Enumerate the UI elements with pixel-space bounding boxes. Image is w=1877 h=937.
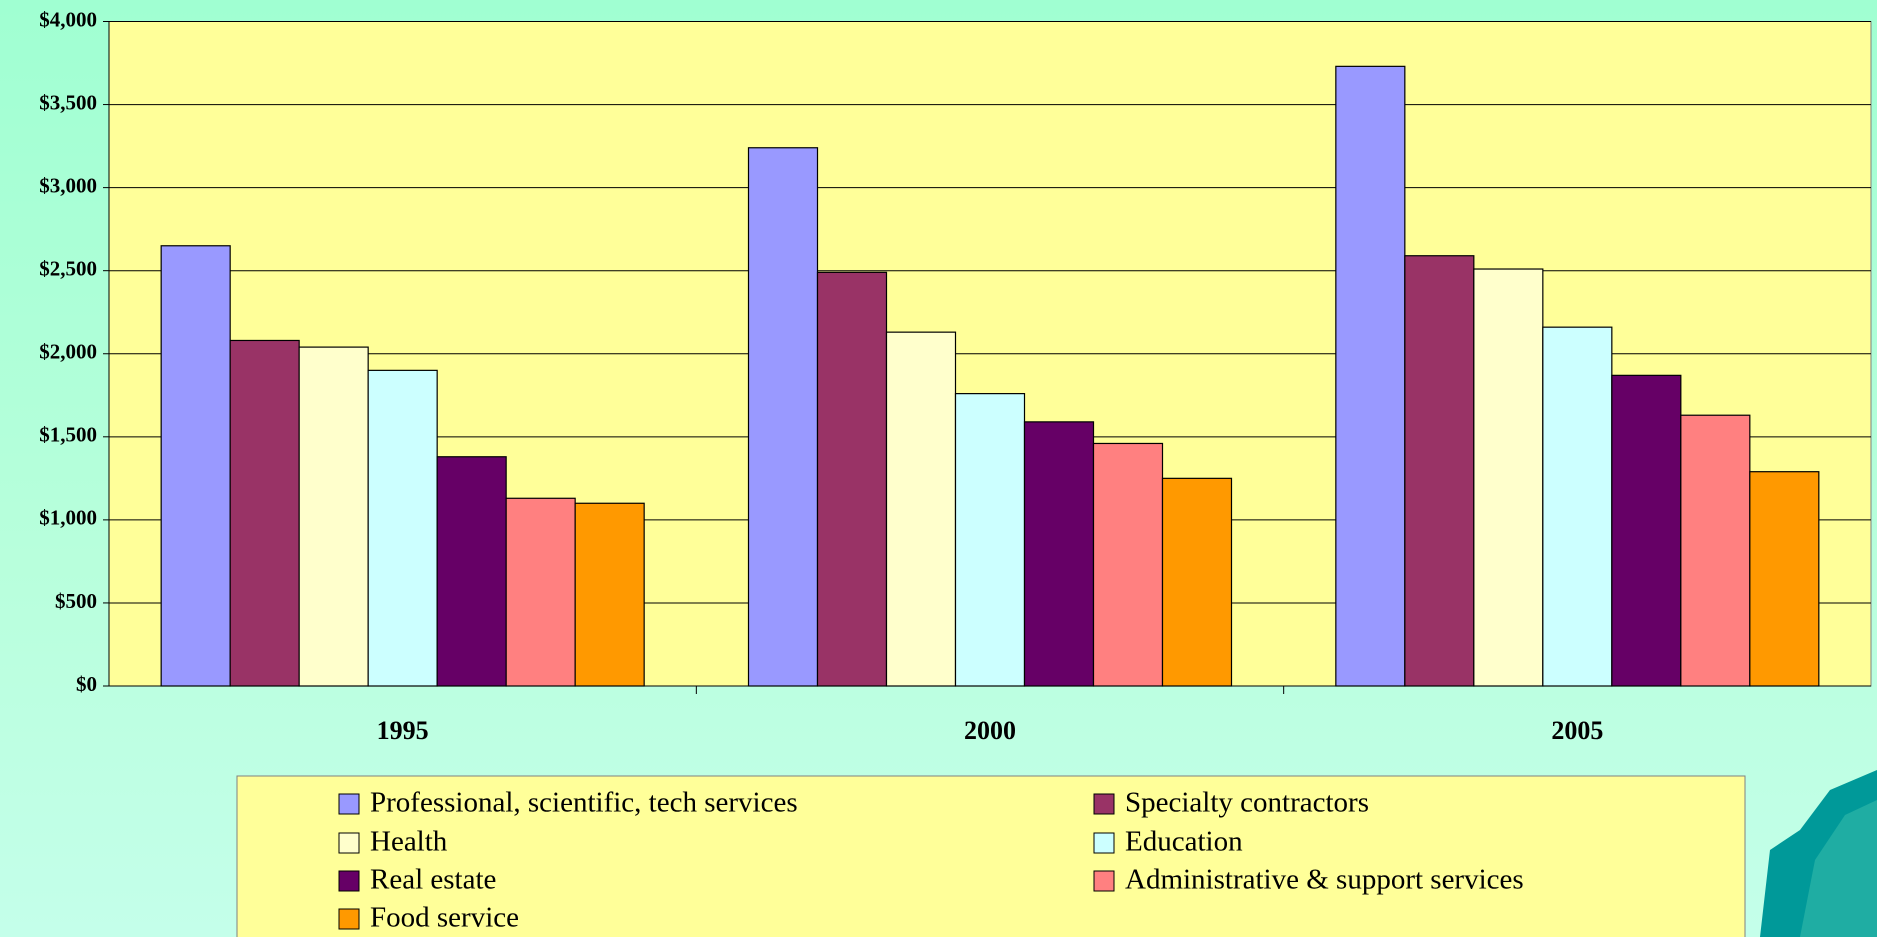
- bar: [1092, 442, 1164, 687]
- bar: [1404, 255, 1475, 687]
- legend-label: Food service: [370, 902, 519, 934]
- legend-label: Real estate: [370, 864, 496, 896]
- bar: [160, 245, 231, 687]
- y-tick-label: $1,500: [39, 423, 97, 447]
- legend-marker: [1093, 870, 1115, 892]
- bar: [298, 346, 369, 687]
- bar: [1161, 477, 1233, 687]
- y-tick-label: $4,000: [39, 7, 97, 31]
- bar: [574, 502, 645, 687]
- legend-marker: [1093, 832, 1115, 854]
- bar: [1335, 65, 1406, 687]
- x-tick-label: 1995: [377, 716, 429, 745]
- legend-marker: [338, 908, 360, 930]
- bar: [1473, 268, 1544, 687]
- y-tick-label: $2,000: [39, 340, 97, 364]
- legend-marker: [338, 870, 360, 892]
- legend-marker: [1093, 793, 1115, 815]
- y-tick-label: $2,500: [39, 257, 97, 281]
- bar: [954, 393, 1026, 687]
- y-tick-label: $3,500: [39, 90, 97, 114]
- bar: [1680, 414, 1751, 687]
- bar: [1611, 374, 1682, 687]
- legend-marker: [338, 793, 360, 815]
- bar: [367, 369, 438, 687]
- bar: [885, 331, 957, 687]
- x-tick-label: 2000: [964, 716, 1016, 745]
- bar: [229, 339, 300, 687]
- legend-label: Administrative & support services: [1125, 864, 1524, 896]
- bar: [747, 147, 819, 687]
- bar: [816, 271, 888, 687]
- legend-label: Education: [1125, 826, 1243, 858]
- bar: [436, 456, 507, 687]
- decoration: [1800, 800, 1877, 937]
- bar: [1749, 471, 1820, 687]
- y-tick-label: $3,000: [39, 173, 97, 197]
- legend-label: Professional, scientific, tech services: [370, 787, 798, 819]
- legend: [236, 775, 1746, 937]
- bar: [1542, 326, 1613, 687]
- y-tick-label: $0: [76, 672, 97, 696]
- legend-marker: [338, 832, 360, 854]
- legend-label: Specialty contractors: [1125, 787, 1369, 819]
- bar: [1023, 421, 1095, 687]
- legend-label: Health: [370, 826, 448, 858]
- bar: [505, 497, 576, 687]
- y-tick-label: $500: [55, 589, 97, 613]
- y-tick-label: $1,000: [39, 506, 97, 530]
- x-tick-label: 2005: [1551, 716, 1603, 745]
